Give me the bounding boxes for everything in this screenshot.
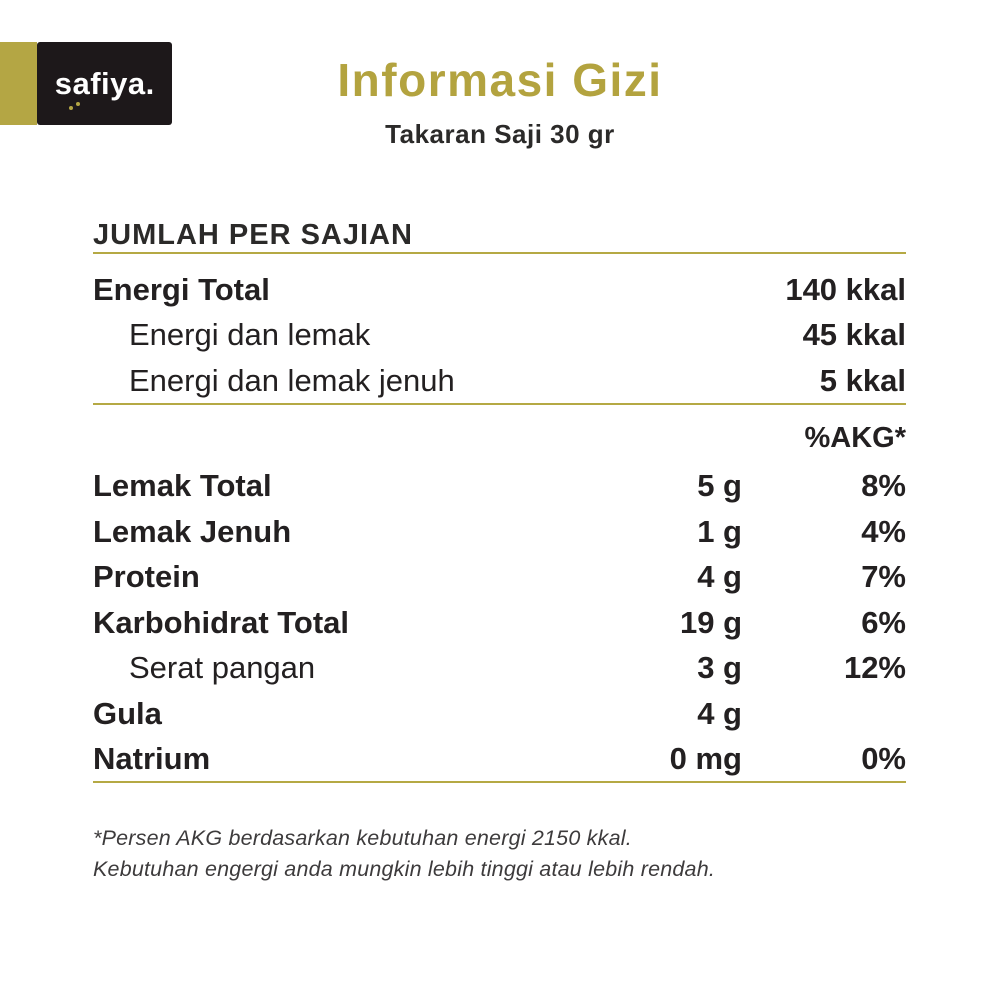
akg-header-label: %AKG* bbox=[804, 421, 906, 454]
divider bbox=[93, 252, 906, 255]
nutrient-akg: 6% bbox=[861, 604, 906, 640]
nutrient-amount: 4 g bbox=[697, 695, 742, 731]
header: Informasi Gizi Takaran Saji 30 gr bbox=[0, 0, 1000, 150]
nutrient-amount: 1 g bbox=[697, 513, 742, 549]
nutrient-label: Serat pangan bbox=[129, 650, 316, 686]
nutrient-row: Natrium 0 mg 0% bbox=[93, 736, 906, 782]
nutrient-row: Lemak Total 5 g 8% bbox=[93, 463, 906, 509]
nutrient-row: Karbohidrat Total 19 g 6% bbox=[93, 599, 906, 645]
energy-label: Energi dan lemak jenuh bbox=[129, 362, 455, 398]
brand-wordmark: safiya bbox=[54, 66, 146, 101]
divider bbox=[93, 402, 906, 405]
brand-accent-square bbox=[0, 42, 37, 125]
footnote-line: Kebutuhan engergi anda mungkin lebih tin… bbox=[93, 857, 716, 882]
brand-logo-box: safiya. bbox=[37, 42, 172, 125]
footnote: *Persen AKG berdasarkan kebutuhan energi… bbox=[93, 823, 906, 885]
akg-column-header: %AKG* bbox=[93, 422, 906, 455]
nutrient-amount: 3 g bbox=[697, 650, 742, 686]
brand-s-dots-icon bbox=[69, 102, 81, 111]
nutrient-label: Lemak Total bbox=[93, 468, 272, 504]
brand-wordmark-period: . bbox=[145, 66, 155, 101]
divider bbox=[93, 781, 906, 784]
energy-row: Energi dan lemak jenuh 5 kkal bbox=[93, 357, 906, 403]
nutrient-row: Lemak Jenuh 1 g 4% bbox=[93, 508, 906, 554]
energy-section: Energi Total 140 kkal Energi dan lemak 4… bbox=[93, 266, 906, 403]
nutrient-amount: 4 g bbox=[697, 559, 742, 595]
nutrition-table: JUMLAH PER SAJIAN Energi Total 140 kkal … bbox=[93, 219, 906, 885]
energy-value: 45 kkal bbox=[802, 317, 906, 353]
nutrient-label: Gula bbox=[93, 695, 162, 731]
brand-logo: safiya. bbox=[0, 42, 172, 125]
energy-value: 140 kkal bbox=[785, 271, 906, 307]
nutrient-akg: 4% bbox=[861, 513, 906, 549]
serving-size-subtitle: Takaran Saji 30 gr bbox=[385, 119, 615, 150]
nutrient-row: Serat pangan 3 g 12% bbox=[93, 645, 906, 691]
page-title: Informasi Gizi bbox=[337, 54, 663, 106]
nutrient-row: Gula 4 g bbox=[93, 690, 906, 736]
nutrient-akg: 12% bbox=[843, 650, 906, 686]
energy-value: 5 kkal bbox=[819, 362, 906, 398]
nutrient-row: Protein 4 g 7% bbox=[93, 554, 906, 600]
nutrient-label: Natrium bbox=[93, 741, 211, 777]
nutrient-akg: 8% bbox=[861, 468, 906, 504]
energy-row: Energi Total 140 kkal bbox=[93, 266, 906, 312]
nutrient-amount: 0 mg bbox=[669, 741, 742, 777]
footnote-line: *Persen AKG berdasarkan kebutuhan energi… bbox=[93, 826, 632, 851]
nutrients-section: Lemak Total 5 g 8% Lemak Jenuh 1 g 4% Pr… bbox=[93, 463, 906, 782]
energy-label: Energi dan lemak bbox=[129, 317, 371, 353]
energy-row: Energi dan lemak 45 kkal bbox=[93, 312, 906, 358]
nutrient-label: Karbohidrat Total bbox=[93, 604, 350, 640]
nutrient-label: Lemak Jenuh bbox=[93, 513, 292, 549]
nutrient-label: Protein bbox=[93, 559, 200, 595]
section-heading: JUMLAH PER SAJIAN bbox=[93, 219, 413, 252]
nutrient-amount: 5 g bbox=[697, 468, 742, 504]
nutrient-akg: 7% bbox=[861, 559, 906, 595]
energy-label: Energi Total bbox=[93, 271, 270, 307]
nutrient-amount: 19 g bbox=[679, 604, 742, 640]
nutrient-akg: 0% bbox=[861, 741, 906, 777]
